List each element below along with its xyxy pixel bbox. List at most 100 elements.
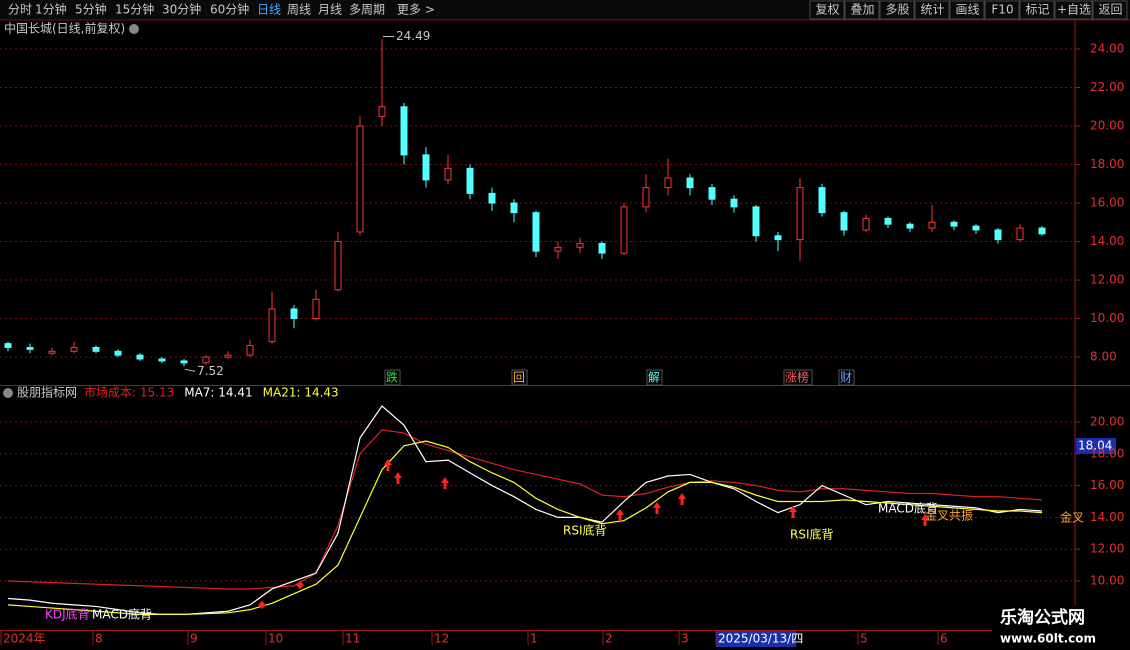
main-title: 中国长城(日线,前复权) — [4, 21, 125, 36]
candle-body — [642, 187, 650, 208]
signal-arrow — [441, 477, 449, 489]
toolbar-button[interactable]: 叠加 — [850, 3, 874, 17]
button-frame[interactable] — [844, 0, 880, 20]
button-frame[interactable] — [1054, 0, 1093, 20]
candle-body — [444, 167, 452, 181]
event-box — [646, 369, 663, 386]
y-tick-label: 22.00 — [1090, 80, 1124, 94]
button-frame[interactable] — [984, 0, 1020, 20]
toolbar-button[interactable]: 统计 — [920, 3, 944, 17]
candle-body — [400, 106, 408, 156]
period-tab[interactable]: 日线 — [257, 3, 281, 17]
period-tab[interactable]: 30分钟 — [162, 2, 201, 17]
period-tab[interactable]: 60分钟 — [210, 2, 249, 17]
signal-arrow — [394, 472, 402, 484]
candle-body — [576, 242, 584, 248]
candle-body — [532, 212, 540, 252]
candle-body — [422, 154, 430, 181]
y-tick-label: 10.00 — [1090, 311, 1124, 325]
button-frame[interactable] — [914, 0, 950, 20]
y-tick-label: 8.00 — [1090, 350, 1117, 364]
button-frame[interactable] — [879, 0, 915, 20]
button-frame[interactable] — [949, 0, 985, 20]
event-box — [838, 369, 855, 386]
toolbar-button[interactable]: 复权 — [815, 3, 839, 17]
button-frame[interactable] — [1019, 0, 1055, 20]
date-label: 8 — [95, 632, 103, 646]
toolbar — [0, 0, 1130, 20]
toolbar-button[interactable]: 返回 — [1098, 3, 1122, 17]
candle-body — [312, 298, 320, 320]
candle-body — [290, 308, 298, 320]
candle-body — [862, 217, 870, 231]
period-tab[interactable]: 月线 — [318, 3, 342, 17]
max-label: 24.49 — [396, 29, 430, 43]
title-toggle[interactable] — [129, 24, 139, 34]
candle-body — [510, 202, 518, 214]
candle-body — [906, 223, 914, 229]
signal-label: 金叉共振 — [925, 508, 973, 523]
date-label: 1 — [530, 632, 538, 646]
toolbar-button[interactable]: 画线 — [955, 3, 979, 17]
candle-body — [730, 198, 738, 208]
candle-body — [708, 187, 716, 200]
date-label: 2025/03/13/四 — [718, 632, 803, 646]
watermark-bg — [992, 605, 1130, 650]
min-label: 7.52 — [197, 364, 224, 378]
candle-body — [840, 212, 848, 231]
candle-body — [268, 308, 276, 343]
candle-body — [818, 187, 826, 214]
toolbar-button[interactable]: F10 — [991, 3, 1013, 17]
watermark-name: 乐淘公式网 — [1000, 607, 1085, 628]
signal-label: KDJ底背 — [45, 607, 90, 622]
signal-label: MACD底背 — [878, 501, 938, 516]
period-tab[interactable]: 5分钟 — [75, 2, 107, 17]
button-frame[interactable] — [809, 0, 845, 20]
y-tick-label: 16.00 — [1090, 478, 1124, 492]
candle-body — [488, 192, 496, 204]
date-label: 11 — [345, 632, 360, 646]
toolbar-button[interactable]: 标记 — [1025, 3, 1049, 17]
toolbar-button[interactable]: +自选 — [1057, 3, 1091, 17]
indicator-toggle[interactable] — [3, 388, 13, 398]
button-frame[interactable] — [1092, 0, 1128, 20]
event-label: 涨榜 — [785, 370, 809, 385]
candle-body — [224, 354, 232, 358]
signal-arrow — [616, 509, 624, 521]
period-tab[interactable]: 分时 — [8, 3, 32, 17]
legend-entry: 市场成本: 15.13 — [84, 385, 174, 400]
candle-body — [26, 346, 34, 350]
y-tick-label: 18.00 — [1090, 446, 1124, 460]
candle-body — [92, 346, 100, 352]
y-tick-label: 12.00 — [1090, 273, 1124, 287]
period-tab[interactable]: 更多 > — [397, 3, 435, 17]
date-label: 3 — [681, 632, 689, 646]
period-tab[interactable]: 周线 — [287, 3, 311, 17]
candle-body — [136, 354, 144, 360]
candle-body — [994, 229, 1002, 241]
period-tab[interactable]: 1分钟 — [35, 2, 67, 17]
candle-body — [114, 350, 122, 356]
candle-body — [928, 221, 936, 229]
event-label: 回 — [513, 371, 525, 385]
y-tick-label: 18.00 — [1090, 157, 1124, 171]
min-pointer — [184, 368, 196, 372]
signal-diamond — [258, 601, 266, 609]
y-tick-label: 14.00 — [1090, 510, 1124, 524]
signal-label: MACD底背 — [92, 607, 152, 622]
candle-body — [774, 235, 782, 241]
toolbar-button[interactable]: 多股 — [885, 3, 909, 17]
panel-divider — [0, 385, 1130, 386]
candle-body — [1016, 227, 1024, 241]
period-tab[interactable]: 多周期 — [349, 3, 385, 17]
watermark-url: www.60lt.com — [1000, 632, 1096, 646]
candle-body — [752, 206, 760, 237]
signal-label: RSI底背 — [563, 523, 607, 538]
candle-body — [158, 358, 166, 362]
indicator-line — [7, 440, 1043, 616]
period-tab[interactable]: 15分钟 — [115, 2, 154, 17]
axis-divider — [0, 630, 1130, 631]
candle-body — [796, 187, 804, 241]
signal-arrow — [653, 502, 661, 514]
event-box — [511, 369, 528, 386]
